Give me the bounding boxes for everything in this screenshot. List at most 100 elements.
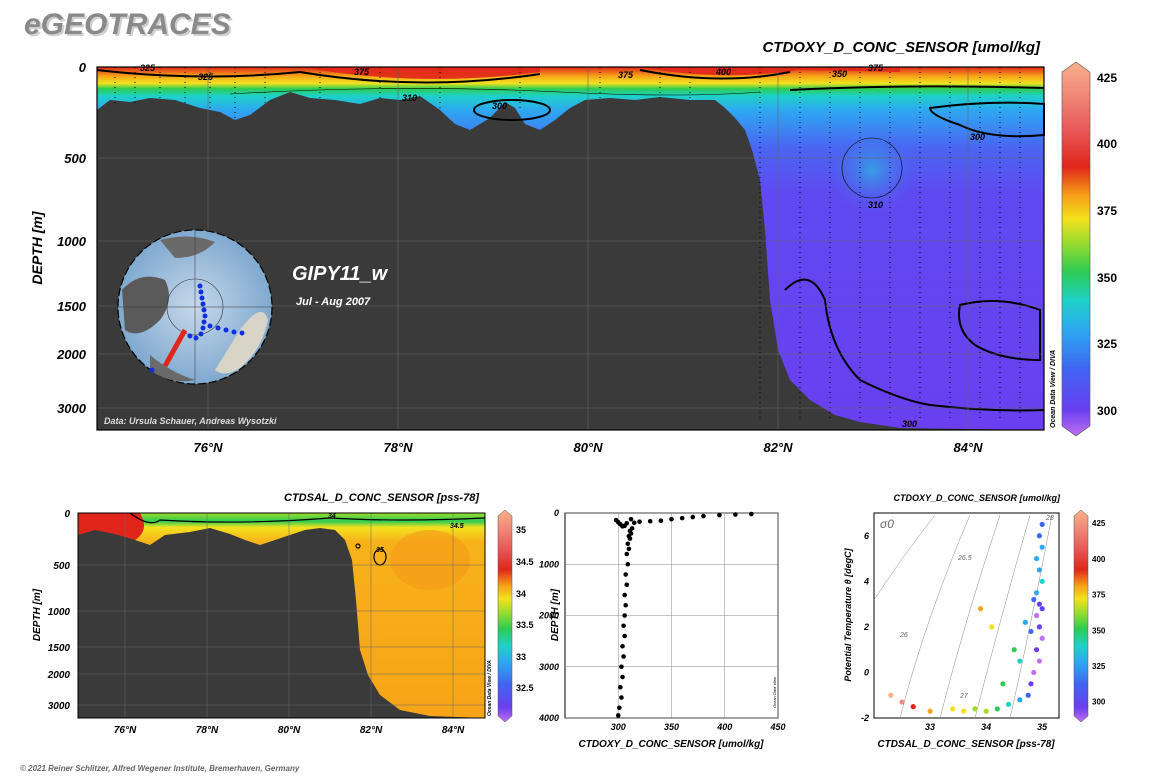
isopycnal-label: 26.5: [957, 555, 972, 562]
oxygen-high-patch: [827, 125, 917, 215]
ts-point: [1039, 578, 1045, 584]
surface-high-band-2: [640, 67, 900, 76]
profile-point: [629, 526, 635, 531]
profile-point: [624, 520, 630, 526]
ts-point: [1000, 681, 1006, 687]
contour-label: 375: [868, 63, 884, 73]
colorbar-tick: 350: [1092, 626, 1106, 635]
y-tick: 0: [554, 508, 559, 518]
ts-point: [1011, 647, 1017, 653]
oxygen-x-ticks: 76°N 78°N 80°N 82°N 84°N: [193, 440, 983, 455]
station-lines: [114, 67, 1021, 420]
ts-point: [1017, 697, 1023, 703]
salinity-contour-labels: 34 34.5 35: [328, 513, 464, 554]
ts-point: [1025, 692, 1031, 698]
cruise-label: GIPY11_w: [292, 263, 389, 285]
ts-point: [1039, 521, 1045, 527]
profile-point: [624, 582, 630, 588]
ts-point: [1039, 606, 1045, 612]
salinity-y-label: DEPTH [m]: [32, 588, 43, 641]
contour-label: 300: [970, 132, 985, 142]
x-tick: 35: [1037, 722, 1048, 732]
profile-point: [625, 541, 631, 547]
cruise-period: Jul - Aug 2007: [296, 296, 371, 308]
ts-points: [888, 521, 1045, 714]
profile-point: [631, 520, 637, 526]
x-tick: 300: [611, 722, 626, 732]
contour-label: 310: [868, 200, 883, 210]
salinity-x-ticks: 76°N 78°N 80°N 82°N 84°N: [114, 725, 465, 736]
ts-point: [1036, 624, 1042, 630]
profile-point: [620, 674, 625, 680]
profile-point: [717, 512, 722, 518]
colorbar-tick: 32.5: [516, 683, 534, 693]
profile-point: [619, 695, 624, 700]
y-tick: 2000: [538, 611, 559, 621]
profile-point: [618, 684, 623, 690]
map-land-north: [160, 236, 215, 258]
y-tick: 2: [863, 622, 869, 632]
oxygen-section-title: CTDOXY_D_CONC_SENSOR [umol/kg]: [762, 39, 1041, 56]
ts-point: [1031, 669, 1037, 676]
ts-point: [1022, 619, 1028, 625]
salinity-terrain: [78, 528, 485, 718]
profile-watermark: Ocean Data View: [772, 676, 777, 708]
ts-point: [888, 692, 894, 698]
ts-colorbar-ticks: 300 325 350 375 400 425: [1092, 519, 1106, 707]
colorbar-tick: 300: [1097, 404, 1117, 418]
colorbar-tick: 425: [1092, 519, 1106, 528]
ts-point: [1028, 681, 1034, 687]
profile-point: [628, 516, 634, 522]
ts-point: [989, 624, 995, 630]
contour-label: 300: [492, 101, 507, 111]
colorbar-tick: 33: [516, 652, 526, 662]
ts-isopycnal-labels: σ0 26 26.5 27 28: [880, 515, 1054, 700]
profile-point: [617, 705, 622, 711]
ts-point: [1005, 701, 1012, 707]
profile-points: [613, 511, 754, 718]
colorbar-tick: 425: [1097, 71, 1117, 85]
x-tick: 76°N: [114, 725, 137, 736]
y-tick: 500: [53, 561, 70, 572]
x-tick: 80°N: [573, 440, 603, 455]
salinity-frame: [77, 512, 486, 719]
profile-point: [625, 561, 631, 567]
ts-y-label: Potential Temperature θ [degC]: [843, 547, 853, 681]
sigma-label: σ0: [880, 517, 894, 531]
profile-point: [613, 517, 619, 523]
odv-watermark: Ocean Data View / DIVA: [1050, 350, 1057, 428]
y-tick: 4000: [538, 713, 559, 723]
ts-frame: [873, 512, 1060, 719]
ts-y-ticks: -2 0 2 4 6: [861, 531, 870, 723]
profile-point: [621, 654, 626, 659]
oxygen-frame: [96, 66, 1045, 431]
oxygen-section: GIPY11_w Jul - Aug 2007 Data: Ursula Sch…: [29, 39, 1117, 455]
oxygen-contours: [96, 69, 1045, 412]
oxygen-profile-plot: 300 350 400 450 0 1000 2000 3000 4000 CTDOXY_D_…: [538, 508, 786, 750]
profile-point: [620, 643, 625, 649]
x-tick: 350: [664, 722, 679, 732]
y-tick: 1000: [48, 607, 71, 618]
y-tick: 1000: [539, 559, 559, 569]
colorbar-tick: 300: [1092, 698, 1106, 707]
salinity-title: CTDSAL_D_CONC_SENSOR [pss-78]: [284, 492, 479, 504]
oxygen-contour-labels: 325 325 375 375 400 350 375 310 300 300 …: [140, 63, 985, 429]
contour-label: 35: [376, 547, 384, 554]
x-tick: 450: [769, 722, 785, 732]
profile-point: [658, 518, 664, 523]
contour-label: 34.5: [450, 523, 464, 530]
salinity-core: [390, 530, 470, 590]
ts-point: [1039, 544, 1045, 550]
x-tick: 82°N: [360, 725, 383, 736]
y-tick: -2: [861, 713, 869, 723]
ts-point: [949, 706, 956, 712]
ts-point: [1017, 658, 1023, 664]
profile-point: [733, 512, 738, 517]
y-tick: 0: [79, 60, 87, 75]
ts-title: CTDOXY_D_CONC_SENSOR [umol/kg]: [893, 493, 1061, 503]
colorbar-tick: 34.5: [516, 557, 534, 567]
ts-point: [899, 699, 905, 705]
profile-point: [622, 613, 627, 618]
x-tick: 84°N: [442, 725, 465, 736]
